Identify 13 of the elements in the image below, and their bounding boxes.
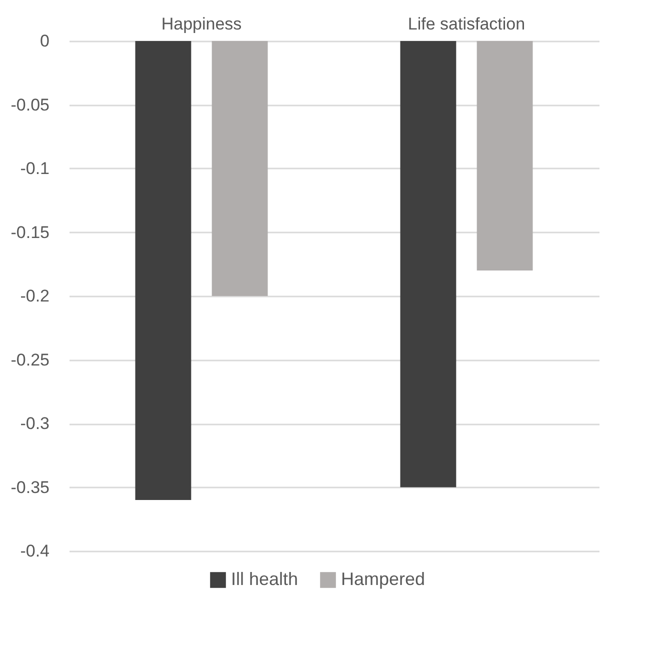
y-tick-label: -0.35 <box>10 478 50 497</box>
y-tick-label: -0.15 <box>10 222 50 242</box>
legend-label: Ill health <box>231 569 298 589</box>
y-tick-label: -0.3 <box>20 414 50 433</box>
y-tick-label: -0.25 <box>10 350 50 370</box>
y-tick-label: -0.4 <box>20 542 50 560</box>
x-tick-label: Happiness <box>161 14 242 34</box>
y-tick-label: 0 <box>40 32 50 50</box>
x-tick-label: Life satisfaction <box>408 14 526 34</box>
y-tick-label: -0.1 <box>20 159 50 178</box>
legend-label: Hampered <box>341 569 426 589</box>
y-tick-label: -0.05 <box>10 95 50 114</box>
y-tick-label: -0.2 <box>20 286 50 306</box>
